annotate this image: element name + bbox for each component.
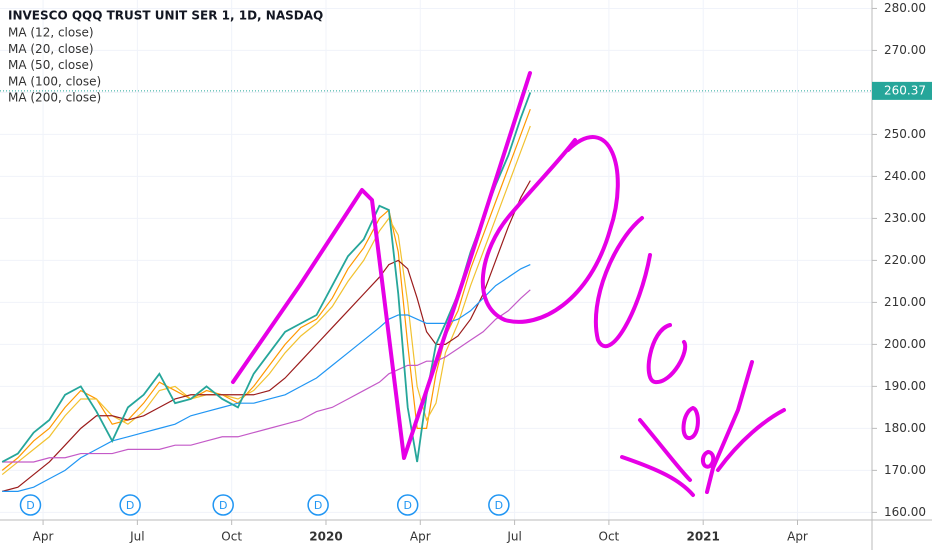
legend-label: MA (50, close) — [8, 58, 94, 72]
grid — [0, 0, 872, 520]
drawings — [231, 71, 786, 497]
ma-line — [2, 180, 531, 492]
y-tick-label: 270.00 — [884, 43, 926, 57]
dividend-marker — [488, 494, 510, 516]
drawing-o — [480, 135, 620, 324]
x-tick-label: Oct — [221, 530, 242, 544]
y-tick-label: 210.00 — [884, 295, 926, 309]
drawing-stroke — [716, 408, 786, 472]
legend-label: MA (20, close) — [8, 42, 94, 56]
drawing-o — [701, 450, 716, 469]
drawing-v — [231, 71, 532, 460]
legend-label: MA (200, close) — [8, 91, 101, 105]
y-tick-label: 160.00 — [884, 505, 926, 519]
ma-line — [2, 289, 531, 463]
legend-label: MA (100, close) — [8, 74, 101, 88]
dividend-label: D — [26, 499, 34, 512]
drawing-o — [593, 216, 652, 349]
dividend-label: D — [219, 499, 227, 512]
x-tick-label: Jul — [506, 530, 521, 544]
x-tick-label: 2020 — [309, 530, 342, 544]
y-tick-label: 190.00 — [884, 379, 926, 393]
last-price-box — [872, 81, 932, 100]
y-tick-label: 170.00 — [884, 463, 926, 477]
dividend-label: D — [126, 499, 134, 512]
y-tick-label: 200.00 — [884, 337, 926, 351]
x-tick-label: Jul — [129, 530, 144, 544]
dividend-marker — [396, 494, 419, 516]
y-tick-label: 180.00 — [884, 421, 926, 435]
ma-line — [1, 125, 531, 476]
last-price-label: 260.37 — [884, 83, 926, 97]
y-tick-label: 280.00 — [884, 1, 926, 15]
y-tick-label: 230.00 — [884, 211, 926, 225]
x-tick-label: Apr — [33, 530, 54, 544]
drawing-stroke — [705, 360, 754, 494]
y-tick-label: 220.00 — [884, 253, 926, 267]
chart-title: INVESCO QQQ TRUST UNIT SER 1, 1D, NASDAQ — [8, 9, 323, 23]
drawing-o — [646, 323, 688, 384]
drawing-o — [681, 406, 700, 440]
y-tick-label: 250.00 — [884, 127, 926, 141]
dividend-marker — [307, 494, 329, 516]
legend-label: MA (12, close) — [8, 26, 94, 40]
x-tick-label: Apr — [787, 530, 808, 544]
y-tick-label: 240.00 — [884, 169, 926, 183]
legend: INVESCO QQQ TRUST UNIT SER 1, 1D, NASDAQ… — [8, 9, 323, 105]
dividend-marker — [119, 494, 141, 516]
x-tick-label: 2021 — [686, 530, 719, 544]
dividend-marker — [19, 494, 42, 516]
dividend-marker — [212, 494, 234, 516]
dividend-label: D — [495, 499, 503, 512]
drawing-stroke — [620, 455, 695, 497]
ma-line — [1, 109, 531, 471]
x-tick-label: Apr — [410, 530, 431, 544]
x-tick-label: Oct — [599, 530, 620, 544]
dividend-label: D — [403, 499, 411, 512]
ma-line — [2, 264, 531, 492]
dividend-label: D — [314, 499, 322, 512]
drawing-stroke — [638, 418, 692, 482]
